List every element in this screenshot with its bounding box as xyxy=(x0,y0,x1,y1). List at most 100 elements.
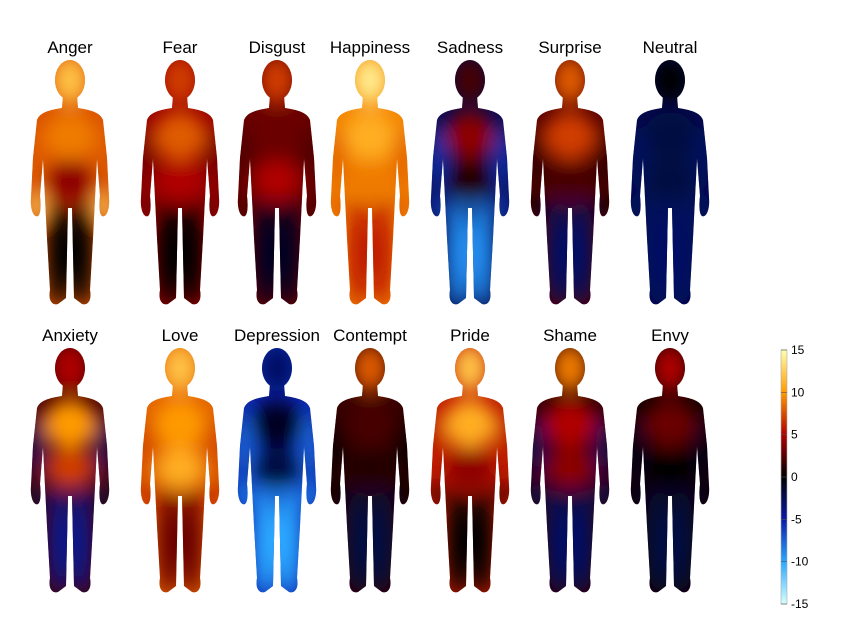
region-hands xyxy=(396,480,410,508)
region-legs xyxy=(277,198,301,305)
region-hands xyxy=(530,192,544,220)
region-head xyxy=(52,60,88,104)
region-abdomen xyxy=(253,448,301,488)
region-arms xyxy=(30,126,45,190)
region-arms xyxy=(430,126,445,190)
panel-title: Pride xyxy=(450,326,490,345)
region-head xyxy=(552,60,588,104)
region-chest xyxy=(44,112,96,160)
region-hands xyxy=(96,192,110,220)
region-legs xyxy=(446,198,470,305)
panel-title: Neutral xyxy=(643,38,698,57)
region-abdomen xyxy=(446,160,494,200)
region-arms xyxy=(95,126,110,190)
region-legs xyxy=(180,198,204,305)
region-abdomen xyxy=(646,160,694,200)
body-silhouette xyxy=(530,60,610,305)
region-arms xyxy=(395,126,410,190)
panel-surprise: Surprise xyxy=(530,38,610,305)
region-legs xyxy=(546,198,570,305)
region-hands xyxy=(140,480,154,508)
region-abdomen xyxy=(253,160,301,200)
region-hands xyxy=(303,480,317,508)
body-silhouette xyxy=(430,348,510,593)
body-silhouette xyxy=(330,60,410,305)
panel-contempt: Contempt xyxy=(330,326,410,593)
panel-title: Contempt xyxy=(333,326,407,345)
region-hands xyxy=(30,480,44,508)
region-legs xyxy=(156,198,180,305)
panel-title: Happiness xyxy=(330,38,410,57)
panel-title: Fear xyxy=(163,38,198,57)
region-arms xyxy=(630,414,645,478)
region-arms xyxy=(237,414,252,478)
region-arms xyxy=(330,126,345,190)
region-hands xyxy=(430,480,444,508)
region-legs xyxy=(277,486,301,593)
region-arms xyxy=(595,126,610,190)
region-hands xyxy=(630,480,644,508)
region-hands xyxy=(330,192,344,220)
panel-title: Anger xyxy=(47,38,93,57)
region-legs xyxy=(446,486,470,593)
body-silhouette xyxy=(140,60,220,305)
panel-happiness: Happiness xyxy=(330,38,410,305)
region-head xyxy=(652,348,688,392)
colorbar: 15 10 5 0 -5 -10 -15 xyxy=(780,343,809,611)
region-abdomen xyxy=(46,448,94,488)
colorbar-tick-label: -15 xyxy=(791,597,809,611)
region-legs xyxy=(156,486,180,593)
region-arms xyxy=(302,414,317,478)
panel-sadness: Sadness xyxy=(430,38,510,305)
region-legs xyxy=(570,486,594,593)
region-chest xyxy=(444,112,496,160)
region-abdomen xyxy=(446,448,494,488)
region-legs xyxy=(46,198,70,305)
region-legs xyxy=(670,486,694,593)
panel-neutral: Neutral xyxy=(630,38,710,305)
panels: Anger Fear Disgust Happiness Sadness Surprise… xyxy=(30,38,710,593)
region-arms xyxy=(205,414,220,478)
region-arms xyxy=(695,126,710,190)
colorbar-tick-label: 0 xyxy=(791,470,798,484)
region-arms xyxy=(595,414,610,478)
region-chest xyxy=(251,400,303,448)
region-legs xyxy=(70,198,94,305)
region-chest xyxy=(154,112,206,160)
region-hands xyxy=(140,192,154,220)
panel-title: Depression xyxy=(234,326,320,345)
region-arms xyxy=(495,414,510,478)
region-hands xyxy=(237,480,251,508)
colorbar-tick-label: -10 xyxy=(791,555,809,569)
region-arms xyxy=(630,126,645,190)
region-legs xyxy=(646,486,670,593)
region-hands xyxy=(496,192,510,220)
region-chest xyxy=(344,112,396,160)
body-silhouette xyxy=(430,60,510,305)
panel-envy: Envy xyxy=(630,326,710,593)
region-arms xyxy=(395,414,410,478)
body-silhouette xyxy=(237,348,317,593)
panel-title: Sadness xyxy=(437,38,503,57)
region-chest xyxy=(154,400,206,448)
region-hands xyxy=(530,480,544,508)
region-arms xyxy=(140,414,155,478)
region-hands xyxy=(30,192,44,220)
region-arms xyxy=(205,126,220,190)
panel-title: Envy xyxy=(651,326,689,345)
region-head xyxy=(352,348,388,392)
region-hands xyxy=(206,480,220,508)
region-chest xyxy=(44,400,96,448)
region-hands xyxy=(430,192,444,220)
panel-anger: Anger xyxy=(30,38,110,305)
region-legs xyxy=(46,486,70,593)
panel-title: Anxiety xyxy=(42,326,98,345)
panel-depression: Depression xyxy=(234,326,320,593)
region-arms xyxy=(95,414,110,478)
region-legs xyxy=(346,486,370,593)
region-head xyxy=(552,348,588,392)
panel-disgust: Disgust xyxy=(237,38,317,305)
panel-pride: Pride xyxy=(430,326,510,593)
region-head xyxy=(259,60,295,104)
